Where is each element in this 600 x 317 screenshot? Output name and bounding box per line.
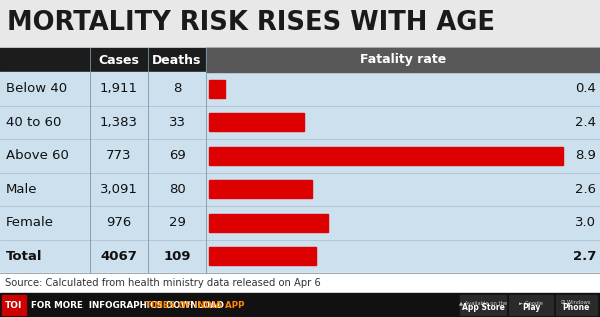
- Text: 1,911: 1,911: [100, 82, 138, 95]
- Text: 33: 33: [169, 116, 185, 129]
- Bar: [0, 72, 600, 106]
- Text: 4067: 4067: [101, 250, 137, 263]
- Text: TOI: TOI: [5, 301, 23, 309]
- Text: TIMES OF INDIA APP: TIMES OF INDIA APP: [145, 301, 244, 309]
- Bar: [0, 0, 600, 48]
- Text: Above 60: Above 60: [6, 149, 69, 162]
- Bar: [0, 106, 600, 139]
- Bar: [460, 295, 506, 315]
- Text: Fatality rate: Fatality rate: [360, 54, 446, 67]
- Text: App Store: App Store: [461, 303, 505, 313]
- Bar: [209, 113, 304, 131]
- Bar: [0, 206, 600, 240]
- Text: 976: 976: [106, 216, 131, 229]
- Text: Source: Calculated from health ministry data released on Apr 6: Source: Calculated from health ministry …: [5, 278, 321, 288]
- Text: Play: Play: [522, 303, 540, 313]
- Text: 40 to 60: 40 to 60: [6, 116, 61, 129]
- Text: 3.0: 3.0: [575, 216, 596, 229]
- Text: ► Google: ► Google: [519, 301, 543, 306]
- Bar: [556, 295, 597, 315]
- Text: ⊞ Windows: ⊞ Windows: [561, 301, 591, 306]
- Bar: [209, 80, 225, 98]
- Text: Phone: Phone: [562, 303, 590, 313]
- Text: Total: Total: [6, 250, 43, 263]
- Text: 8.9: 8.9: [575, 149, 596, 162]
- Text: 109: 109: [163, 250, 191, 263]
- Bar: [209, 214, 328, 232]
- Text: 1,383: 1,383: [100, 116, 138, 129]
- Text: 0.4: 0.4: [575, 82, 596, 95]
- Text: 773: 773: [106, 149, 132, 162]
- Text: 2.4: 2.4: [575, 116, 596, 129]
- Bar: [209, 180, 313, 198]
- Bar: [0, 139, 600, 172]
- Text: Deaths: Deaths: [152, 54, 202, 67]
- Text: 69: 69: [169, 149, 185, 162]
- Text: ▲ Available on the: ▲ Available on the: [459, 301, 507, 306]
- Text: 2.7: 2.7: [572, 250, 596, 263]
- Text: 80: 80: [169, 183, 185, 196]
- Text: Cases: Cases: [98, 54, 139, 67]
- Text: 8: 8: [173, 82, 181, 95]
- Text: 3,091: 3,091: [100, 183, 138, 196]
- Text: 2.6: 2.6: [575, 183, 596, 196]
- Text: 29: 29: [169, 216, 185, 229]
- Bar: [0, 172, 600, 206]
- Bar: [0, 273, 600, 293]
- Text: Below 40: Below 40: [6, 82, 67, 95]
- Bar: [0, 293, 600, 317]
- Bar: [209, 147, 563, 165]
- Bar: [2, 295, 26, 315]
- Bar: [509, 295, 553, 315]
- Bar: [206, 48, 600, 72]
- Bar: [0, 240, 600, 273]
- Text: Male: Male: [6, 183, 37, 196]
- Bar: [209, 247, 316, 265]
- Bar: [0, 48, 600, 72]
- Text: FOR MORE  INFOGRAPHICS DOWNLOAD: FOR MORE INFOGRAPHICS DOWNLOAD: [31, 301, 227, 309]
- Text: MORTALITY RISK RISES WITH AGE: MORTALITY RISK RISES WITH AGE: [7, 10, 495, 36]
- Text: Female: Female: [6, 216, 54, 229]
